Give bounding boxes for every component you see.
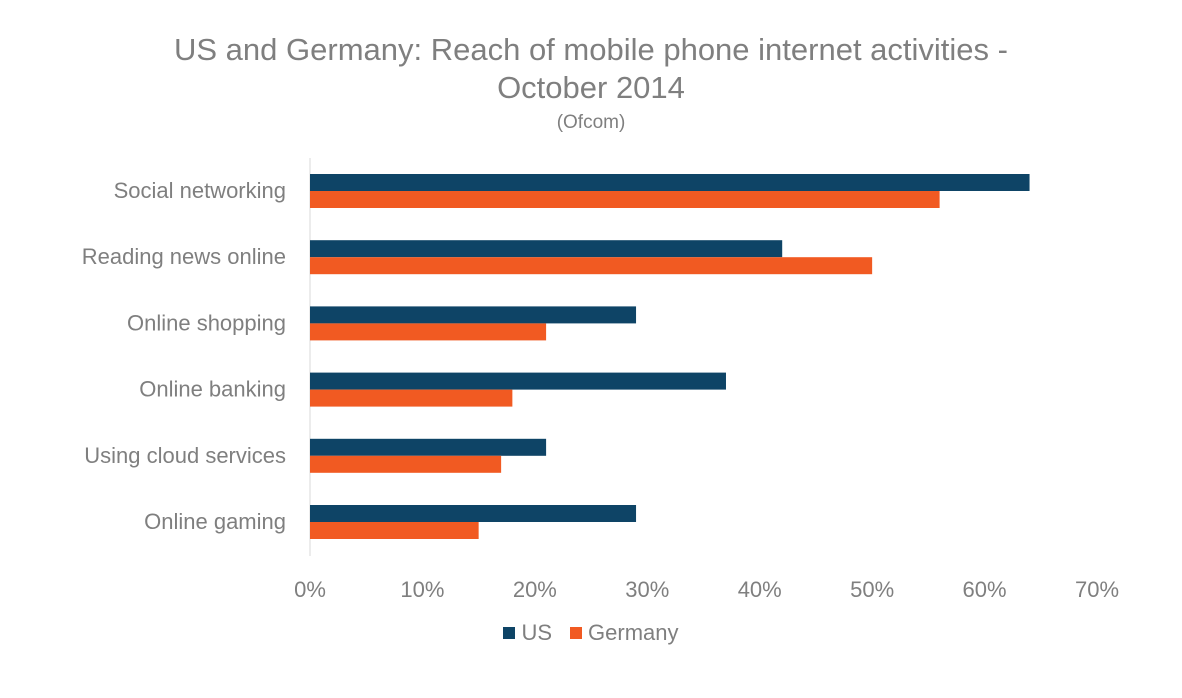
category-label: Using cloud services (84, 443, 286, 468)
legend-swatch-us (503, 627, 516, 639)
bar-us-1 (310, 240, 783, 258)
bar-germany-0 (310, 191, 940, 208)
bar-us-5 (310, 505, 637, 522)
category-label: Reading news online (82, 244, 286, 269)
x-tick-label: 0% (294, 577, 326, 602)
bar-germany-3 (310, 389, 513, 407)
bar-germany-1 (310, 257, 873, 275)
bar-us-3 (310, 372, 726, 390)
bar-germany-4 (310, 455, 502, 473)
bar-us-2 (310, 306, 637, 324)
bar-germany-5 (310, 522, 479, 539)
x-tick-label: 30% (625, 577, 669, 602)
legend-item-germany: Germany (570, 620, 679, 646)
chart-title-line1: US and Germany: Reach of mobile phone in… (174, 32, 1008, 67)
category-label: Online shopping (127, 310, 286, 335)
category-label: Online gaming (144, 509, 286, 534)
x-tick-label: 50% (850, 577, 894, 602)
bar-germany-2 (310, 323, 547, 341)
legend-item-us: US (503, 620, 552, 646)
legend-swatch-germany (570, 627, 583, 639)
legend: US Germany (0, 620, 1182, 646)
x-tick-label: 70% (1075, 577, 1119, 602)
x-tick-label: 60% (963, 577, 1007, 602)
chart-title-line2: October 2014 (497, 70, 685, 105)
x-tick-label: 10% (400, 577, 444, 602)
legend-label-us: US (521, 620, 553, 645)
x-tick-label: 20% (513, 577, 557, 602)
bar-us-4 (310, 438, 547, 456)
chart-subtitle: (Ofcom) (556, 112, 626, 133)
legend-label-germany: Germany (588, 620, 679, 645)
bar-us-0 (310, 174, 1030, 191)
category-label: Social networking (114, 178, 286, 203)
category-label: Online banking (139, 377, 286, 402)
x-tick-label: 40% (738, 577, 782, 602)
